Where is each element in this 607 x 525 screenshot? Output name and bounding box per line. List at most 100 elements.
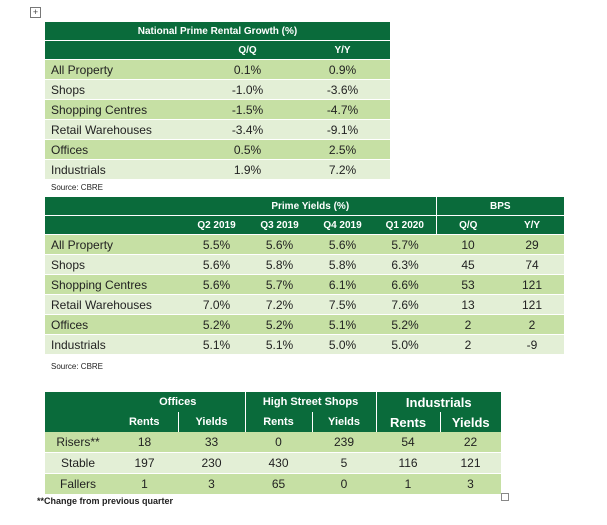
cell-value: 7.2% <box>248 294 311 315</box>
cell-value: 74 <box>500 254 564 275</box>
table-row: Fallers 1 3 65 0 1 3 <box>45 473 502 495</box>
rental-growth-title: National Prime Rental Growth (%) <box>45 22 390 41</box>
col-header-q2-2019: Q2 2019 <box>185 215 248 235</box>
cell-value: 22 <box>440 432 502 453</box>
table-row: Shops -1.0% -3.6% <box>45 79 390 100</box>
cell-value: 116 <box>376 452 441 474</box>
table-move-handle-icon[interactable]: + <box>30 7 41 18</box>
col-header-bps-qq: Q/Q <box>436 215 500 235</box>
cell-value: 5.2% <box>248 314 311 335</box>
cell-value: 0 <box>245 432 313 453</box>
table-row: Industrials 1.9% 7.2% <box>45 159 390 180</box>
prime-yields-source: Source: CBRE <box>51 362 104 371</box>
cell-value: 0.1% <box>200 59 295 80</box>
table-row: Shops 5.6% 5.8% 5.8% 6.3% 45 74 <box>45 254 564 275</box>
cell-value: -4.7% <box>295 99 390 120</box>
cell-value: 1.9% <box>200 159 295 180</box>
table-resize-handle-icon[interactable] <box>501 493 509 501</box>
cell-value: 5.8% <box>311 254 374 275</box>
row-label: Industrials <box>45 159 200 180</box>
cell-value: 45 <box>436 254 500 275</box>
row-label: Shopping Centres <box>45 99 200 120</box>
prime-yields-table: Prime Yields (%) BPS Q2 2019 Q3 2019 Q4 … <box>45 197 564 355</box>
cell-value: -9.1% <box>295 119 390 140</box>
cell-value: 7.2% <box>295 159 390 180</box>
row-label: Risers** <box>45 432 111 453</box>
row-label: Retail Warehouses <box>45 119 200 140</box>
rental-growth-corner <box>45 40 200 60</box>
risers-fallers-corner <box>45 392 111 412</box>
cell-value: 1 <box>111 473 178 495</box>
row-label: Fallers <box>45 473 111 495</box>
prime-yields-title: Prime Yields (%) <box>185 197 437 216</box>
cell-value: 53 <box>436 274 500 295</box>
cell-value: 5.7% <box>374 234 436 255</box>
cell-value: 6.1% <box>311 274 374 295</box>
row-label: Offices <box>45 139 200 160</box>
cell-value: 121 <box>440 452 502 474</box>
table-row: All Property 0.1% 0.9% <box>45 59 390 80</box>
cell-value: 6.6% <box>374 274 436 295</box>
row-label: Industrials <box>45 334 185 355</box>
cell-value: 5.8% <box>248 254 311 275</box>
col-header-bps-yy: Y/Y <box>500 215 564 235</box>
bps-title: BPS <box>436 197 564 216</box>
col-header-q4-2019: Q4 2019 <box>311 215 374 235</box>
cell-value: 5.6% <box>311 234 374 255</box>
table-row: Industrials 5.1% 5.1% 5.0% 5.0% 2 -9 <box>45 334 564 355</box>
cell-value: -3.4% <box>200 119 295 140</box>
footnote: **Change from previous quarter <box>37 496 174 506</box>
cell-value: 7.0% <box>185 294 248 315</box>
cell-value: 5 <box>312 452 377 474</box>
table-row: Shopping Centres 5.6% 5.7% 6.1% 6.6% 53 … <box>45 274 564 295</box>
row-label: Retail Warehouses <box>45 294 185 315</box>
cell-value: 6.3% <box>374 254 436 275</box>
cell-value: 5.5% <box>185 234 248 255</box>
cell-value: 54 <box>376 432 441 453</box>
row-label: All Property <box>45 59 200 80</box>
risers-fallers-table: Offices High Street Shops Industrials Re… <box>45 392 502 495</box>
table-row: Risers** 18 33 0 239 54 22 <box>45 432 502 453</box>
cell-value: 0.9% <box>295 59 390 80</box>
subcol-industrials-rents: Rents <box>376 412 441 432</box>
row-label: Stable <box>45 452 111 474</box>
table-row: Stable 197 230 430 5 116 121 <box>45 452 502 474</box>
cell-value: 121 <box>500 274 564 295</box>
cell-value: -9 <box>500 334 564 355</box>
col-header-q1-2020: Q1 2020 <box>374 215 437 235</box>
cell-value: 2 <box>436 334 500 355</box>
cell-value: 5.2% <box>185 314 248 335</box>
cell-value: 5.0% <box>311 334 374 355</box>
row-label: Offices <box>45 314 185 335</box>
cell-value: 29 <box>500 234 564 255</box>
subcol-offices-rents: Rents <box>111 412 179 432</box>
cell-value: 197 <box>111 452 178 474</box>
cell-value: 2.5% <box>295 139 390 160</box>
cell-value: 65 <box>245 473 313 495</box>
cell-value: 230 <box>178 452 246 474</box>
cell-value: 5.1% <box>185 334 248 355</box>
cell-value: 5.0% <box>374 334 436 355</box>
group-header-offices: Offices <box>111 392 246 412</box>
table-row: Retail Warehouses -3.4% -9.1% <box>45 119 390 140</box>
cell-value: -1.5% <box>200 99 295 120</box>
cell-value: -3.6% <box>295 79 390 100</box>
subcol-shops-yields: Yields <box>312 412 377 432</box>
risers-fallers-corner-2 <box>45 412 111 432</box>
group-header-high-street-shops: High Street Shops <box>245 392 377 412</box>
cell-value: 121 <box>500 294 564 315</box>
subcol-industrials-yields: Yields <box>440 412 502 432</box>
cell-value: 0 <box>312 473 377 495</box>
cell-value: 430 <box>245 452 313 474</box>
cell-value: 0.5% <box>200 139 295 160</box>
rental-growth-table: National Prime Rental Growth (%) Q/Q Y/Y… <box>45 22 390 180</box>
cell-value: 33 <box>178 432 246 453</box>
table-row: All Property 5.5% 5.6% 5.6% 5.7% 10 29 <box>45 234 564 255</box>
col-header-q3-2019: Q3 2019 <box>248 215 311 235</box>
cell-value: 3 <box>440 473 502 495</box>
cell-value: 5.1% <box>248 334 311 355</box>
row-label: Shops <box>45 79 200 100</box>
cell-value: 5.2% <box>374 314 436 335</box>
table-row: Retail Warehouses 7.0% 7.2% 7.5% 7.6% 13… <box>45 294 564 315</box>
cell-value: 1 <box>376 473 441 495</box>
